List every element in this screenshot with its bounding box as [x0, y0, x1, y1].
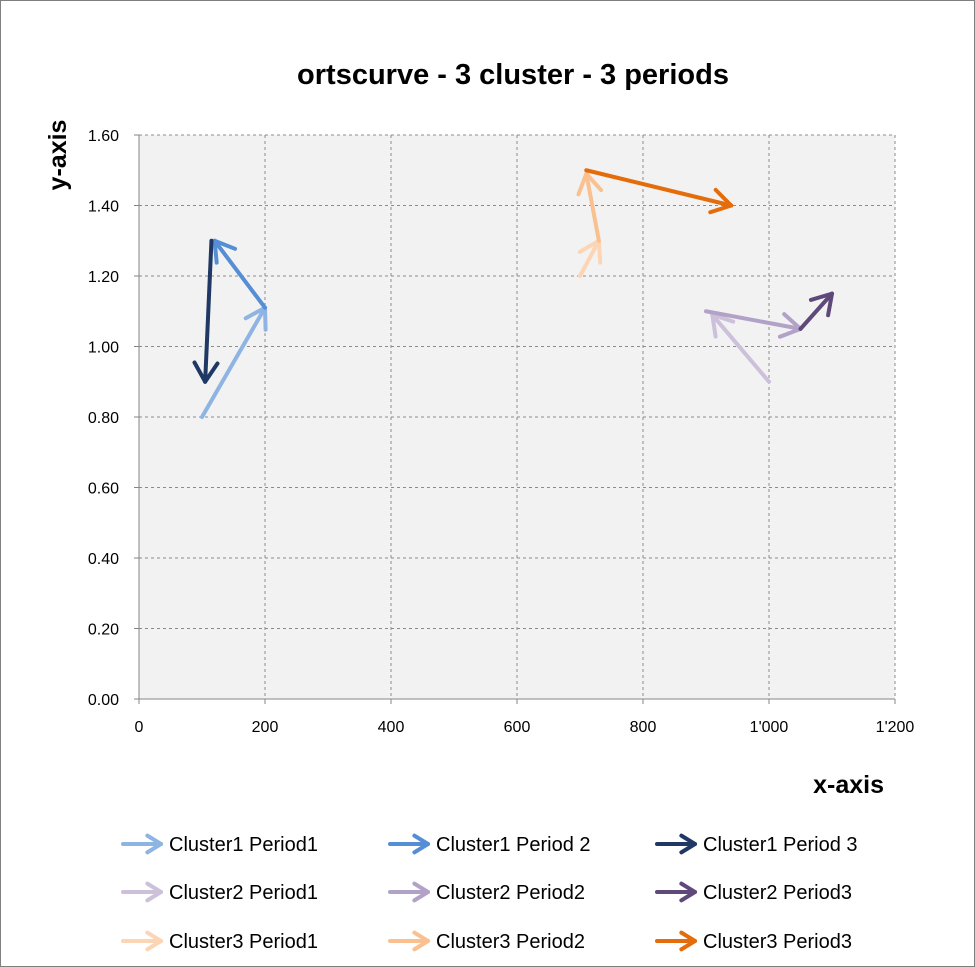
legend-label: Cluster3 Period3 — [703, 931, 852, 953]
legend: Cluster1 Period1 Cluster1 Period 2 Cluster… — [121, 833, 858, 953]
x-tick-label: 800 — [630, 719, 657, 736]
legend-arrow-icon — [121, 881, 163, 903]
y-tick-label: 1.00 — [88, 340, 119, 357]
series-arrow — [212, 238, 267, 310]
legend-item: Cluster1 Period1 — [121, 833, 318, 856]
x-tick-label: 400 — [378, 719, 405, 736]
legend-item: Cluster2 Period3 — [655, 881, 852, 904]
legend-arrow-icon — [388, 833, 430, 855]
y-tick-label: 1.20 — [88, 269, 119, 286]
legend-arrow-icon — [388, 881, 430, 903]
legend-arrow-icon — [121, 930, 163, 952]
y-tick-label: 0.60 — [88, 481, 119, 498]
chart-title: ortscurve - 3 cluster - 3 periods — [297, 59, 729, 91]
legend-label: Cluster1 Period 3 — [703, 834, 858, 856]
legend-arrow-icon — [388, 930, 430, 952]
x-tick-label: 200 — [252, 719, 279, 736]
y-tick-label: 0.80 — [88, 410, 119, 427]
series-arrow — [710, 312, 771, 384]
y-axis-title: y-axis — [44, 120, 72, 191]
x-tick-labels: 0 200 400 600 800 1'000 1'200 — [135, 719, 915, 736]
legend-label: Cluster2 Period1 — [169, 882, 318, 904]
series-arrows — [192, 168, 834, 419]
x-tick-label: 600 — [504, 719, 531, 736]
y-tick-labels: 0.00 0.20 0.40 0.60 0.80 1.00 1.20 1.40 1.60 — [88, 128, 119, 709]
legend-item: Cluster1 Period 3 — [655, 833, 858, 856]
legend-item: Cluster2 Period1 — [121, 881, 318, 904]
y-tick-label: 0.00 — [88, 692, 119, 709]
y-tick-label: 0.40 — [88, 551, 119, 568]
gridlines — [139, 134, 896, 699]
series-arrow — [192, 238, 220, 384]
legend-label: Cluster1 Period 2 — [436, 834, 591, 856]
legend-label: Cluster2 Period3 — [703, 882, 852, 904]
legend-item: Cluster3 Period3 — [655, 930, 852, 953]
legend-arrow-icon — [655, 881, 697, 903]
series-arrow — [576, 171, 604, 243]
legend-item: Cluster1 Period 2 — [388, 833, 591, 856]
legend-item: Cluster3 Period1 — [121, 930, 318, 953]
x-tick-label: 1'200 — [876, 719, 915, 736]
y-tick-label: 0.20 — [88, 622, 119, 639]
legend-label: Cluster1 Period1 — [169, 834, 318, 856]
legend-arrow-icon — [121, 833, 163, 855]
legend-arrow-icon — [655, 930, 697, 952]
axes — [134, 134, 896, 704]
legend-label: Cluster3 Period1 — [169, 931, 318, 953]
x-axis-title: x-axis — [813, 771, 884, 799]
x-tick-label: 0 — [135, 719, 144, 736]
legend-label: Cluster2 Period2 — [436, 882, 585, 904]
series-arrow — [798, 291, 834, 331]
legend-item: Cluster3 Period2 — [388, 930, 585, 953]
y-tick-label: 1.60 — [88, 128, 119, 145]
series-arrow — [584, 168, 734, 215]
y-tick-label: 1.40 — [88, 199, 119, 216]
x-tick-label: 1'000 — [750, 719, 789, 736]
legend-label: Cluster3 Period2 — [436, 931, 585, 953]
legend-item: Cluster2 Period2 — [388, 881, 585, 904]
legend-arrow-icon — [655, 833, 697, 855]
